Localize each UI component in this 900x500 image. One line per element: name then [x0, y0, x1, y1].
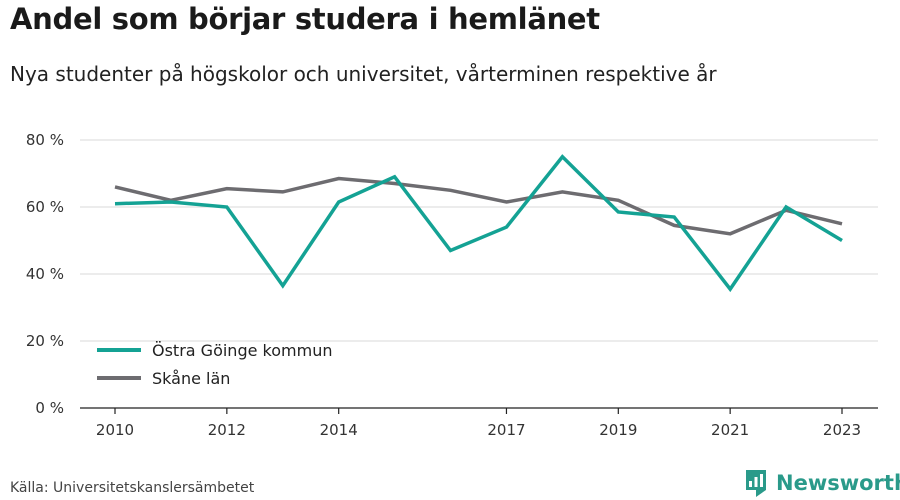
brand-name: Newsworthy — [776, 471, 900, 495]
gridlines — [80, 139, 878, 342]
legend-label: Skåne län — [152, 369, 230, 388]
y-tick-label: 20 % — [26, 332, 64, 350]
bar-chart-icon — [746, 470, 766, 497]
brand-logo: Newsworthy — [744, 468, 900, 498]
x-axis: 2010 2012 2014 2017 2019 2021 2023 — [80, 407, 878, 439]
series-line-2 — [114, 176, 843, 236]
y-tick-label: 0 % — [35, 399, 64, 417]
legend: Östra Göinge kommun Skåne län — [97, 341, 332, 388]
chart-subtitle: Nya studenter på högskolor och universit… — [10, 62, 717, 86]
x-tick-label: 2012 — [208, 421, 246, 439]
y-tick-label: 40 % — [26, 265, 64, 283]
y-tick-label: 80 % — [26, 131, 64, 149]
x-tick-label: 2017 — [487, 421, 525, 439]
x-tick-label: 2021 — [711, 421, 749, 439]
legend-label: Östra Göinge kommun — [152, 341, 332, 360]
series-line-1 — [114, 154, 843, 293]
x-tick-label: 2014 — [320, 421, 358, 439]
series-lines — [114, 154, 843, 293]
chart-title: Andel som börjar studera i hemlänet — [10, 2, 600, 36]
line-chart: 0 % 20 % 40 % 60 % 80 % 2010 2012 2014 2017 2019… — [26, 131, 878, 439]
x-tick-label: 2010 — [96, 421, 134, 439]
source-note: Källa: Universitetskanslersämbetet — [10, 480, 255, 496]
y-axis: 0 % 20 % 40 % 60 % 80 % — [26, 131, 64, 417]
x-tick-label: 2023 — [823, 421, 861, 439]
y-tick-label: 60 % — [26, 198, 64, 216]
x-tick-label: 2019 — [599, 421, 637, 439]
